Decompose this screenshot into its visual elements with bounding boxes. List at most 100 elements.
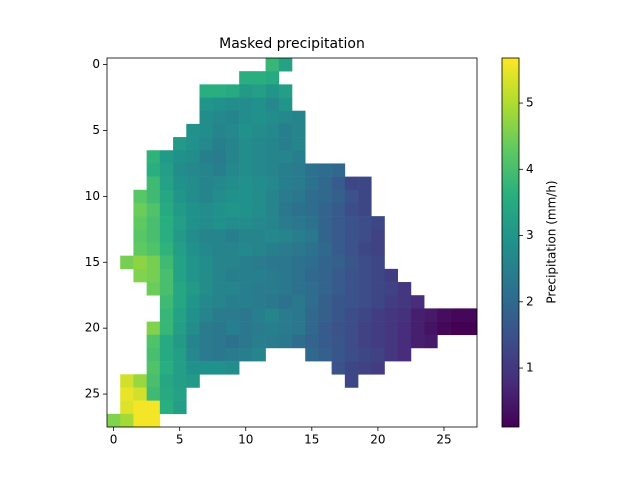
y-tick-label: 5 bbox=[92, 123, 100, 137]
cell bbox=[173, 282, 187, 296]
cell bbox=[199, 229, 214, 243]
cell bbox=[344, 268, 359, 283]
cell bbox=[173, 387, 187, 401]
cell bbox=[358, 242, 372, 256]
cell bbox=[133, 229, 147, 243]
cell bbox=[186, 137, 200, 151]
cell bbox=[239, 71, 253, 85]
cell bbox=[239, 334, 253, 349]
cell bbox=[397, 334, 412, 349]
cell bbox=[278, 202, 293, 217]
colorbar-tick-label: 4 bbox=[526, 162, 534, 176]
cell bbox=[358, 255, 372, 270]
cell bbox=[212, 242, 227, 256]
y-tick-label: 10 bbox=[85, 189, 100, 203]
cell bbox=[331, 202, 346, 217]
cell bbox=[371, 361, 385, 375]
cell bbox=[278, 334, 293, 349]
cell bbox=[278, 84, 293, 98]
cell bbox=[173, 321, 187, 336]
cell bbox=[225, 295, 240, 309]
cell bbox=[239, 137, 253, 151]
cell bbox=[344, 347, 359, 362]
cell bbox=[292, 150, 306, 164]
cell bbox=[173, 229, 187, 243]
cell bbox=[331, 321, 346, 336]
cell bbox=[358, 229, 372, 243]
cell bbox=[305, 163, 319, 177]
cell bbox=[186, 282, 200, 296]
cell bbox=[146, 282, 161, 296]
y-tick-label: 15 bbox=[85, 255, 100, 269]
cell bbox=[239, 308, 253, 322]
cell bbox=[331, 189, 346, 204]
cell bbox=[265, 176, 280, 191]
cell bbox=[159, 268, 174, 283]
cell bbox=[146, 387, 161, 401]
cell bbox=[265, 84, 280, 98]
cell bbox=[212, 163, 227, 177]
cell bbox=[199, 176, 214, 191]
cell bbox=[252, 255, 266, 270]
cell bbox=[225, 308, 240, 322]
cell bbox=[397, 321, 412, 336]
cell bbox=[159, 202, 174, 217]
x-tick-label: 10 bbox=[238, 433, 253, 447]
cell bbox=[159, 176, 174, 191]
cell bbox=[305, 202, 319, 217]
cell bbox=[292, 255, 306, 270]
cell bbox=[239, 150, 253, 164]
cell bbox=[252, 71, 266, 85]
cell bbox=[344, 242, 359, 256]
cell bbox=[225, 110, 240, 125]
cell bbox=[186, 374, 200, 388]
cell bbox=[292, 321, 306, 336]
cell bbox=[212, 123, 227, 138]
cell bbox=[384, 347, 399, 362]
cell bbox=[239, 163, 253, 177]
cell bbox=[146, 176, 161, 191]
cell bbox=[305, 189, 319, 204]
cell bbox=[371, 242, 385, 256]
cell bbox=[292, 334, 306, 349]
cell bbox=[331, 334, 346, 349]
cell bbox=[173, 400, 187, 415]
cell bbox=[305, 308, 319, 322]
cell bbox=[371, 295, 385, 309]
cell bbox=[292, 229, 306, 243]
colorbar-label: Precipitation (mm/h) bbox=[545, 180, 559, 303]
x-tick-label: 0 bbox=[110, 433, 118, 447]
cell bbox=[318, 189, 332, 204]
cell bbox=[186, 202, 200, 217]
cell bbox=[225, 137, 240, 151]
cell bbox=[146, 189, 161, 204]
cell bbox=[371, 334, 385, 349]
cell bbox=[384, 321, 399, 336]
cell bbox=[225, 334, 240, 349]
y-tick-label: 0 bbox=[92, 57, 100, 71]
cell bbox=[318, 163, 332, 177]
cell bbox=[239, 282, 253, 296]
cell bbox=[278, 163, 293, 177]
cell bbox=[146, 334, 161, 349]
cell bbox=[331, 229, 346, 243]
cell bbox=[344, 321, 359, 336]
cell bbox=[173, 268, 187, 283]
cell bbox=[199, 295, 214, 309]
cell bbox=[252, 84, 266, 98]
cell bbox=[239, 123, 253, 138]
cell bbox=[186, 347, 200, 362]
cell bbox=[225, 189, 240, 204]
cell bbox=[133, 189, 147, 204]
cell bbox=[212, 282, 227, 296]
cell bbox=[305, 268, 319, 283]
cell bbox=[318, 321, 332, 336]
cell bbox=[265, 242, 280, 256]
cell bbox=[120, 255, 134, 270]
cell bbox=[186, 163, 200, 177]
cell bbox=[265, 123, 280, 138]
cell bbox=[358, 295, 372, 309]
cell bbox=[107, 413, 121, 428]
cell bbox=[410, 308, 425, 322]
cell bbox=[252, 150, 266, 164]
